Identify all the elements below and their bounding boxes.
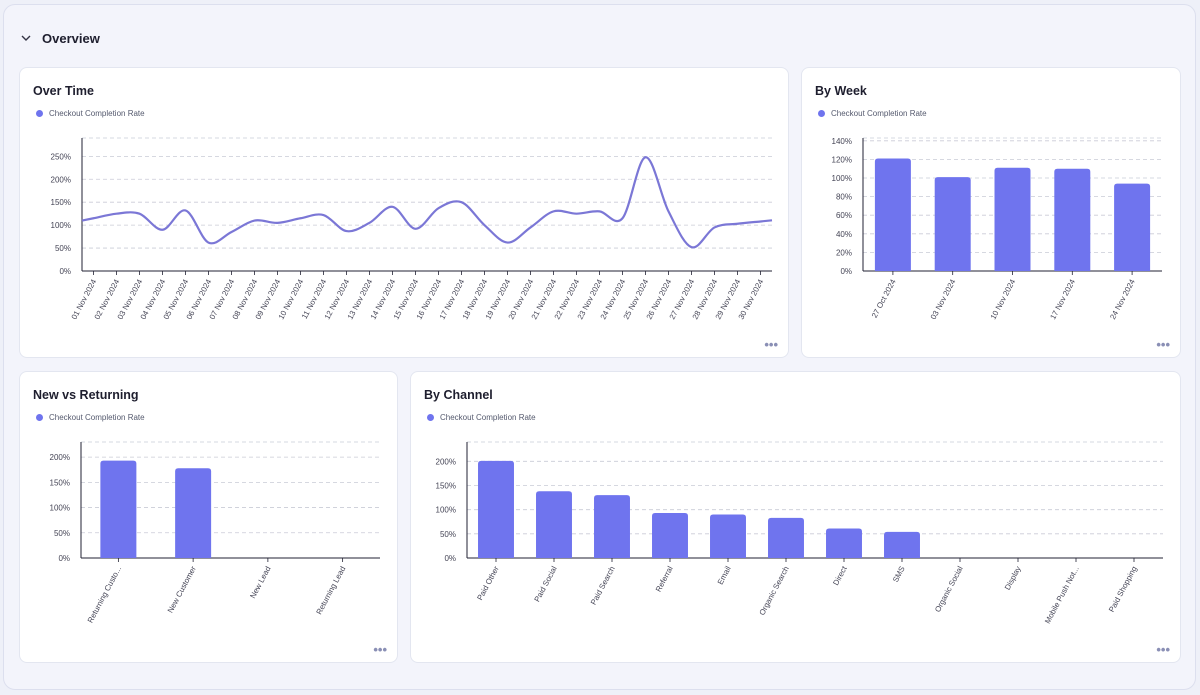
y-tick-label: 200% (51, 175, 71, 184)
legend[interactable]: Checkout Completion Rate (427, 413, 536, 422)
y-tick-label: 100% (436, 506, 456, 515)
over-time-card: Over Time Checkout Completion Rate 0% 50%… (19, 67, 789, 358)
y-tick-label: 20% (836, 248, 852, 257)
chevron-down-icon[interactable] (18, 30, 34, 46)
x-tick-label: 27 Oct 2024 (870, 277, 898, 319)
section-title: Overview (42, 30, 100, 46)
bar (100, 460, 137, 558)
legend-label: Checkout Completion Rate (49, 109, 145, 118)
by-week-chart: 0% 20% 40% 60% 80% 100% 120% 140% 27 Oct 2024 03 … (832, 137, 1162, 321)
x-tick-label: Paid Other (475, 564, 501, 601)
x-tick-label: Returning Lead (314, 565, 347, 616)
y-tick-label: 120% (832, 155, 852, 164)
bar (768, 517, 804, 558)
bar (536, 491, 572, 558)
y-tick-label: 200% (436, 457, 456, 466)
x-tick-label: SMS (891, 565, 907, 584)
y-tick-label: 40% (836, 230, 852, 239)
bar (175, 468, 212, 558)
bar (652, 513, 688, 558)
y-tick-label: 150% (51, 198, 71, 207)
section-header[interactable]: Overview (18, 30, 100, 46)
legend-label: Checkout Completion Rate (440, 413, 536, 422)
x-tick-label: Paid Shopping (1107, 565, 1139, 614)
y-tick-label: 150% (50, 478, 70, 487)
bar (884, 531, 920, 558)
by-channel-card: By Channel Checkout Completion Rate 0% 50… (410, 371, 1181, 663)
y-tick-label: 0% (840, 267, 852, 276)
more-options-button[interactable]: ••• (1156, 642, 1170, 657)
x-tick-label: Direct (831, 564, 849, 587)
x-tick-label: 17 Nov 2024 (1048, 277, 1077, 321)
new-vs-returning-chart: 0% 50% 100% 150% 200% Returning Custo... New C… (50, 441, 380, 625)
x-tick-label: Organic Search (757, 565, 790, 617)
legend-dot (36, 414, 43, 421)
by-channel-chart: 0% 50% 100% 150% 200% Paid Other Paid Social Pa… (436, 441, 1163, 625)
y-tick-label: 50% (440, 530, 456, 539)
x-tick-label: Returning Custo... (86, 565, 123, 625)
legend-dot (36, 110, 43, 117)
series-line (81, 156, 773, 249)
legend-label: Checkout Completion Rate (831, 109, 927, 118)
more-options-button[interactable]: ••• (764, 337, 778, 352)
x-tick-label: 03 Nov 2024 (929, 277, 958, 321)
x-tick-label: Mobile Push Not... (1043, 565, 1081, 625)
y-tick-label: 0% (58, 554, 70, 563)
bar (994, 167, 1031, 271)
legend[interactable]: Checkout Completion Rate (818, 109, 927, 118)
x-tick-label: 24 Nov 2024 (1108, 277, 1137, 321)
y-tick-label: 0% (59, 267, 71, 276)
card-title: By Channel (424, 388, 493, 402)
x-tick-label: Organic Social (933, 564, 965, 613)
legend-dot (427, 414, 434, 421)
y-tick-label: 80% (836, 193, 852, 202)
y-tick-label: 100% (832, 174, 852, 183)
card-title: Over Time (33, 84, 94, 98)
x-tick-label: New Customer (166, 564, 198, 614)
x-tick-label: Paid Social (533, 564, 559, 603)
x-tick-label: Display (1003, 565, 1023, 592)
x-tick-label: Email (716, 564, 733, 586)
bar (710, 514, 746, 558)
bar (1054, 168, 1091, 271)
bar (826, 528, 862, 558)
legend[interactable]: Checkout Completion Rate (36, 109, 145, 118)
y-tick-label: 50% (54, 529, 70, 538)
more-options-button[interactable]: ••• (1156, 337, 1170, 352)
bar (594, 495, 630, 558)
x-tick-label: 10 Nov 2024 (989, 277, 1018, 321)
by-week-card: By Week Checkout Completion Rate 0% 20% 40… (801, 67, 1181, 358)
y-tick-label: 140% (832, 137, 852, 146)
y-tick-label: 60% (836, 211, 852, 220)
bar (1114, 183, 1151, 271)
legend-label: Checkout Completion Rate (49, 413, 145, 422)
y-tick-label: 150% (436, 482, 456, 491)
x-tick-label: Referral (654, 564, 675, 593)
y-tick-label: 100% (51, 221, 71, 230)
y-tick-label: 250% (51, 152, 71, 161)
bar (478, 460, 514, 558)
x-tick-label: New Lead (248, 565, 272, 600)
card-title: New vs Returning (33, 388, 139, 402)
legend[interactable]: Checkout Completion Rate (36, 413, 145, 422)
y-tick-label: 200% (50, 453, 70, 462)
bar (874, 158, 911, 271)
legend-dot (818, 110, 825, 117)
y-tick-label: 50% (55, 244, 71, 253)
y-tick-label: 100% (50, 504, 70, 513)
card-title: By Week (815, 84, 867, 98)
more-options-button[interactable]: ••• (373, 642, 387, 657)
bar (934, 177, 971, 271)
new-vs-returning-card: New vs Returning Checkout Completion Rat… (19, 371, 398, 663)
y-tick-label: 0% (444, 554, 456, 563)
x-tick-label: Paid Search (589, 565, 617, 607)
